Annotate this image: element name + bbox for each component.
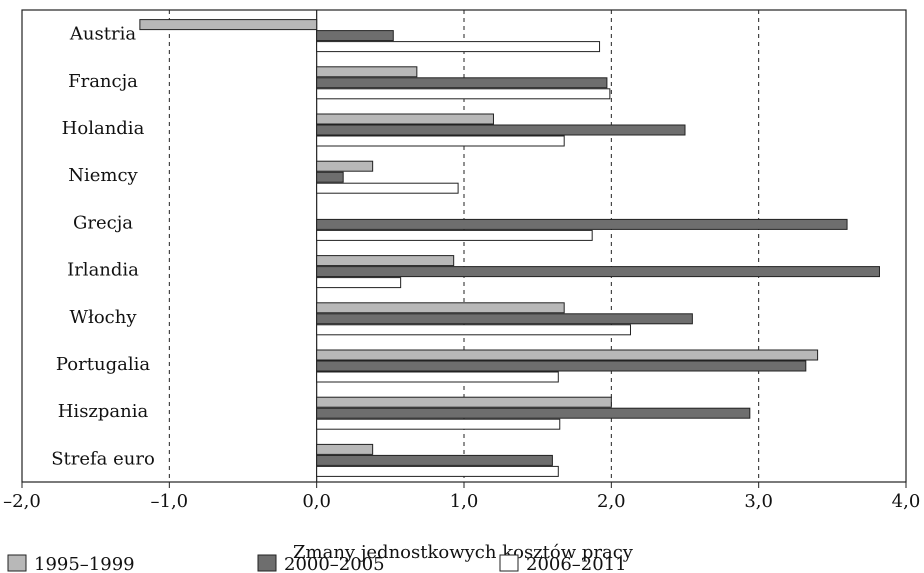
bar [316, 171, 344, 183]
bar [316, 302, 565, 314]
bar [139, 19, 318, 31]
x-axis-label: Zmany jednostkowych kosztów pracy [293, 542, 634, 563]
x-tick-label: –1,0 [151, 491, 189, 512]
x-tick-label: 1,0 [450, 491, 479, 512]
x-tick-label: 2,0 [597, 491, 626, 512]
category-label: Niemcy [68, 165, 138, 186]
bar [316, 443, 374, 455]
bar [316, 418, 561, 430]
x-tick-label: 4,0 [892, 491, 921, 512]
category-label: Holandia [62, 118, 145, 139]
bar [316, 371, 559, 383]
category-label: Austria [69, 24, 136, 45]
bar [316, 255, 455, 267]
bar [316, 66, 418, 78]
category-label: Francja [68, 71, 138, 92]
bar [316, 313, 693, 325]
legend-swatch [7, 554, 27, 572]
bar [316, 113, 494, 125]
legend-label: 1995–1999 [34, 554, 135, 573]
category-label: Portugalia [56, 354, 150, 375]
category-label: Irlandia [67, 260, 139, 281]
legend: 1995–1999 2000–2005 2006–2011 [7, 554, 627, 573]
bar [316, 88, 611, 100]
bar [316, 160, 374, 172]
category-labels: Austria Francja Holandia Niemcy Grecja Irland… [51, 24, 155, 470]
x-tick-label: 3,0 [744, 491, 773, 512]
bar [316, 360, 807, 372]
bar [316, 218, 848, 230]
category-label: Strefa euro [51, 448, 155, 469]
category-label: Włochy [69, 307, 137, 328]
bar [316, 324, 631, 336]
bar [316, 396, 612, 408]
category-label: Grecja [73, 212, 133, 233]
bar [316, 30, 394, 42]
legend-swatch [499, 554, 519, 572]
legend-swatch [257, 554, 277, 572]
bar [316, 266, 880, 278]
x-tick-label: 0,0 [302, 491, 331, 512]
bars [139, 19, 880, 477]
bar [316, 135, 565, 147]
x-tick-label: –2,0 [3, 491, 41, 512]
category-label: Hiszpania [58, 401, 149, 422]
bar [316, 349, 819, 361]
bar [316, 41, 601, 53]
bar [316, 229, 593, 241]
legend-label: 2006–2011 [526, 554, 627, 573]
bar [316, 277, 402, 289]
bar [316, 465, 559, 477]
bar [316, 407, 751, 419]
bar [316, 77, 608, 89]
bar [316, 182, 459, 194]
bar [316, 124, 686, 136]
legend-label: 2000–2005 [284, 554, 385, 573]
bar [316, 454, 553, 466]
x-axis-ticks: –2,0 –1,0 0,0 1,0 2,0 3,0 4,0 [3, 482, 920, 512]
